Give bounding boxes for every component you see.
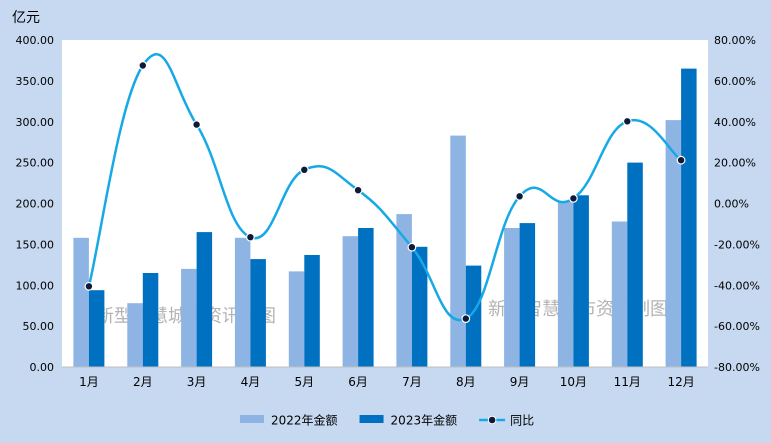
bar-2022年金额-10月	[557, 201, 574, 367]
point-同比-7月	[407, 242, 417, 252]
y-left-tick-label: 200.00	[16, 198, 55, 211]
bar-2023年金额-4月	[250, 259, 266, 367]
point-同比-1月	[84, 281, 94, 291]
point-同比-12月	[676, 155, 686, 165]
bar-2022年金额-4月	[234, 237, 251, 367]
x-tick-label: 6月	[348, 375, 368, 389]
x-tick-label: 7月	[402, 375, 422, 389]
bar-2022年金额-3月	[181, 268, 197, 367]
y-left-tick-label: 100.00	[16, 279, 55, 292]
bar-2022年金额-11月	[611, 221, 628, 367]
bar-2022年金额-12月	[665, 120, 682, 367]
x-tick-label: 9月	[510, 375, 530, 389]
bar-2022年金额-2月	[127, 303, 143, 367]
y-right-tick-label: 0.00%	[714, 198, 749, 211]
y-right-tick-label: 80.00%	[714, 34, 756, 47]
y-right-tick-label: 20.00%	[714, 157, 756, 170]
bar-2023年金额-12月	[681, 68, 697, 367]
bar-2023年金额-5月	[304, 255, 320, 367]
x-tick-label: 8月	[456, 375, 476, 389]
x-tick-label: 5月	[294, 375, 314, 389]
unit-label: 亿元	[12, 10, 40, 26]
bar-2022年金额-1月	[73, 237, 89, 367]
point-同比-6月	[353, 185, 363, 195]
bar-marks	[73, 68, 697, 367]
x-tick-label: 2月	[133, 375, 153, 389]
plot-area	[62, 40, 708, 367]
bar-2023年金额-3月	[196, 232, 213, 367]
y-right-tick-label: -40.00%	[714, 279, 760, 292]
bar-2023年金额-10月	[573, 195, 589, 367]
bar-2023年金额-8月	[465, 265, 482, 367]
bar-2023年金额-2月	[142, 273, 159, 367]
y-left-tick-label: 350.00	[16, 75, 55, 88]
bar-2022年金额-9月	[504, 228, 520, 367]
legend-label-同比: 同比	[510, 414, 534, 428]
legend: 2022年金额 2023年金额 同比	[240, 413, 534, 428]
y-right-tick-label: -20.00%	[714, 238, 760, 251]
x-tick-label: 12月	[667, 375, 694, 389]
point-同比-10月	[569, 193, 578, 203]
y-left-tick-label: 250.00	[16, 157, 55, 170]
x-tick-label: 10月	[560, 375, 587, 389]
y-left-tick-label: 150.00	[16, 238, 55, 251]
y-left-tick-label: 400.00	[16, 34, 55, 47]
point-同比-8月	[461, 314, 471, 324]
bar-2022年金额-5月	[288, 271, 305, 367]
bar-2022年金额-8月	[450, 135, 466, 367]
point-同比-5月	[299, 165, 309, 175]
y-right-tick-label: 40.00%	[714, 116, 756, 129]
bar-2023年金额-11月	[627, 162, 643, 367]
bar-2023年金额-6月	[358, 228, 374, 367]
bar-2023年金额-7月	[411, 246, 428, 367]
y-right-tick-label: 60.00%	[714, 75, 756, 88]
bar-2022年金额-7月	[396, 214, 412, 367]
point-同比-11月	[622, 116, 632, 126]
legend-label-2022年金额: 2022年金额	[271, 413, 338, 428]
y-left-tick-label: 50.00	[23, 320, 55, 333]
y-left-tick-label: 0.00	[30, 361, 55, 374]
y-right-tick-label: -60.00%	[714, 320, 760, 333]
axes: 0.00 50.00 100.00 150.00 200.00 250.00 300.00 3…	[16, 34, 760, 389]
bar-2023年金额-1月	[88, 290, 105, 367]
legend-marker-同比	[487, 415, 497, 425]
point-同比-3月	[192, 120, 202, 129]
bar-2022年金额-6月	[342, 236, 359, 367]
y-right-tick-label: -80.00%	[714, 361, 760, 374]
x-tick-label: 3月	[187, 375, 207, 389]
point-同比-4月	[245, 232, 255, 242]
x-tick-label: 11月	[614, 375, 641, 389]
bar-2023年金额-9月	[519, 223, 536, 367]
point-同比-9月	[515, 191, 524, 201]
y-left-tick-label: 300.00	[16, 116, 55, 129]
line-series	[84, 53, 686, 324]
legend-swatch-2022年金额	[240, 415, 264, 423]
legend-swatch-2023年金额	[359, 415, 384, 423]
legend-label-2023年金额: 2023年金额	[391, 413, 458, 428]
x-tick-label: 1月	[79, 375, 99, 389]
point-同比-2月	[138, 61, 148, 70]
x-tick-label: 4月	[241, 375, 261, 389]
